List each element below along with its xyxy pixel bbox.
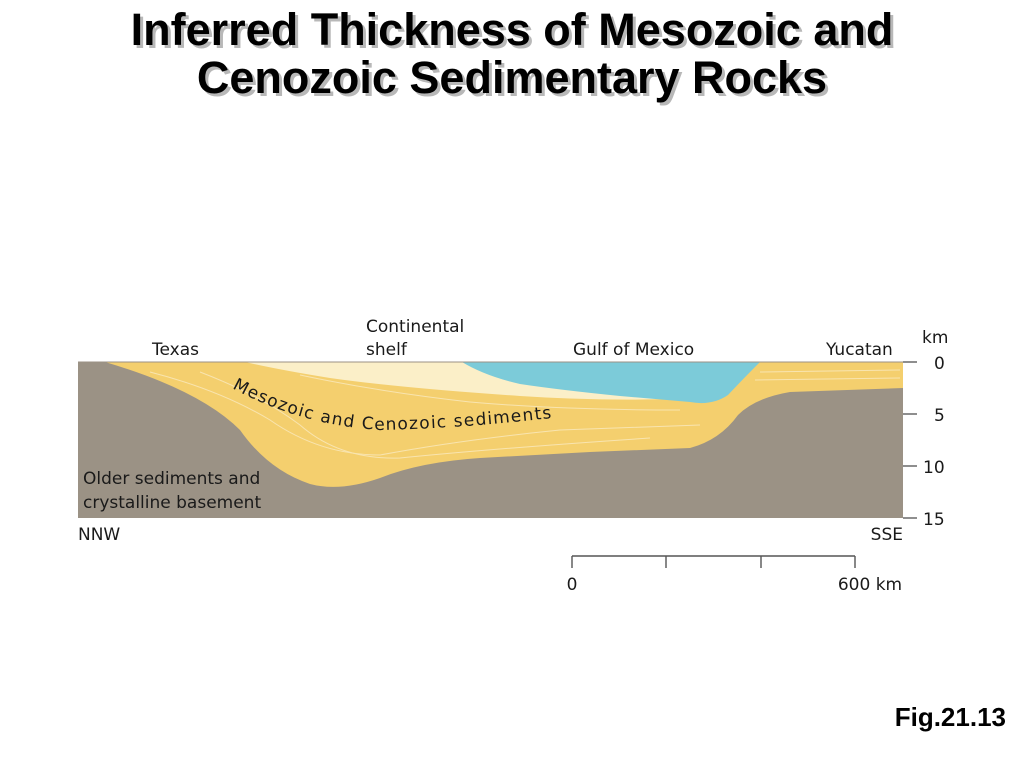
label-basement-1: Older sediments and xyxy=(83,469,260,489)
label-continental-shelf-1: Continental xyxy=(366,317,464,337)
scale-bar-end-label: 600 km xyxy=(838,575,902,595)
label-texas: Texas xyxy=(151,340,199,360)
bedding-lines xyxy=(149,369,901,459)
label-basement-2: crystalline basement xyxy=(83,493,261,513)
scale-bar: 0 600 km xyxy=(567,555,902,595)
label-sse: SSE xyxy=(871,525,903,545)
depth-tick-label-10: 10 xyxy=(923,458,945,478)
label-continental-shelf-2: shelf xyxy=(366,340,408,360)
depth-unit-label: km xyxy=(922,328,948,348)
title-line-2: Cenozoic Sedimentary Rocks xyxy=(196,52,828,103)
scale-bar-start-label: 0 xyxy=(567,575,578,595)
depth-tick-label-0: 0 xyxy=(934,354,945,374)
title-line-1: Inferred Thickness of Mesozoic and xyxy=(130,4,894,55)
slide-title: Inferred Thickness of Mesozoic and Cenoz… xyxy=(0,6,1024,102)
depth-axis: km 0 5 10 15 xyxy=(903,328,948,530)
label-nnw: NNW xyxy=(78,525,120,545)
gulf-water xyxy=(462,362,760,404)
depth-tick-label-5: 5 xyxy=(934,406,945,426)
label-gulf-of-mexico: Gulf of Mexico xyxy=(573,340,694,360)
figure-reference: Fig.21.13 xyxy=(894,702,1006,732)
label-yucatan: Yucatan xyxy=(825,340,893,360)
depth-tick-label-15: 15 xyxy=(923,510,945,530)
